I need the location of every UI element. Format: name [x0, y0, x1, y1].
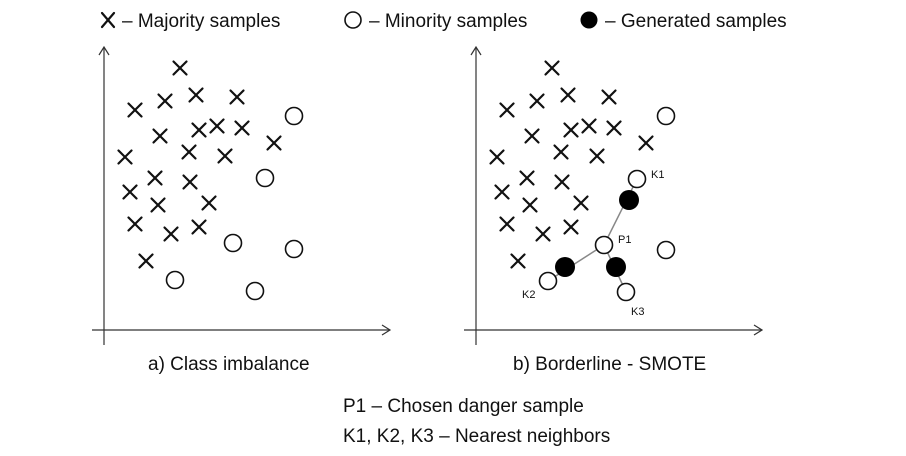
- minority-sample-k3: [616, 282, 636, 302]
- minority-sample-k2: [538, 271, 558, 291]
- minority-sample: [656, 240, 676, 260]
- panel-a-majority-samples: [117, 60, 282, 269]
- majority-sample: [181, 144, 197, 160]
- minority-sample: [255, 168, 275, 188]
- minority-sample: [245, 281, 265, 301]
- majority-sample: [163, 226, 179, 242]
- legend-generated-label: – Generated samples: [605, 11, 787, 32]
- majority-sample: [489, 149, 505, 165]
- minority-sample: [284, 239, 304, 259]
- majority-sample: [152, 128, 168, 144]
- majority-sample: [581, 118, 597, 134]
- legend: – Majority samples – Minority samples – …: [100, 11, 787, 32]
- majority-sample: [494, 184, 510, 200]
- majority-sample: [234, 120, 250, 136]
- panel-a-minority-samples: [165, 106, 304, 301]
- point-label-k1: K1: [651, 169, 664, 181]
- majority-sample: [188, 87, 204, 103]
- majority-sample: [147, 170, 163, 186]
- minority-sample: [656, 106, 676, 126]
- minority-sample: [284, 106, 304, 126]
- panel-b-majority-samples: [489, 60, 654, 269]
- majority-sample: [499, 216, 515, 232]
- majority-sample: [529, 93, 545, 109]
- majority-sample: [535, 226, 551, 242]
- majority-sample: [519, 170, 535, 186]
- majority-sample: [201, 195, 217, 211]
- majority-sample: [553, 144, 569, 160]
- majority-sample: [638, 135, 654, 151]
- generated-sample: [555, 257, 575, 277]
- majority-sample: [563, 219, 579, 235]
- generated-dot-icon: [580, 11, 598, 29]
- point-label-k3: K3: [631, 306, 644, 318]
- majority-sample: [524, 128, 540, 144]
- majority-sample: [560, 87, 576, 103]
- panel-b: K1 P1 K2 K3 b) Borderline - SMOTE: [464, 45, 764, 375]
- minority-circle-icon: [344, 11, 362, 29]
- majority-sample: [191, 122, 207, 138]
- minority-sample-k1: [627, 169, 647, 189]
- note-p1: P1 – Chosen danger sample: [343, 396, 584, 417]
- panel-b-caption: b) Borderline - SMOTE: [513, 354, 706, 375]
- majority-sample: [209, 118, 225, 134]
- majority-sample: [172, 60, 188, 76]
- connector-p1-k2: [547, 244, 605, 282]
- majority-sample: [229, 89, 245, 105]
- panel-b-minority-samples: [538, 106, 676, 302]
- point-label-p1: P1: [618, 234, 631, 246]
- majority-sample: [191, 219, 207, 235]
- majority-sample: [122, 184, 138, 200]
- majority-sample: [573, 195, 589, 211]
- minority-sample-p1: [594, 235, 614, 255]
- generated-sample: [606, 257, 626, 277]
- note-neighbors: K1, K2, K3 – Nearest neighbors: [343, 426, 610, 447]
- generated-sample: [619, 190, 639, 210]
- legend-majority-label: – Majority samples: [122, 11, 280, 32]
- majority-sample: [589, 148, 605, 164]
- minority-sample: [165, 270, 185, 290]
- majority-sample: [510, 253, 526, 269]
- generated-samples: [555, 190, 639, 277]
- majority-sample: [601, 89, 617, 105]
- panel-a: a) Class imbalance: [92, 45, 392, 375]
- majority-sample: [150, 197, 166, 213]
- majority-sample: [157, 93, 173, 109]
- majority-sample: [138, 253, 154, 269]
- panel-a-axes: [92, 45, 392, 345]
- majority-sample: [606, 120, 622, 136]
- majority-sample: [522, 197, 538, 213]
- majority-sample: [182, 174, 198, 190]
- legend-minority-label: – Minority samples: [369, 11, 527, 32]
- majority-sample: [266, 135, 282, 151]
- majority-cross-icon: [100, 11, 116, 29]
- majority-sample: [499, 102, 515, 118]
- panel-b-axes: [464, 45, 764, 345]
- majority-sample: [554, 174, 570, 190]
- panel-a-caption: a) Class imbalance: [148, 354, 310, 375]
- point-label-k2: K2: [522, 289, 535, 301]
- majority-sample: [117, 149, 133, 165]
- majority-sample: [127, 102, 143, 118]
- majority-sample: [563, 122, 579, 138]
- majority-sample: [127, 216, 143, 232]
- majority-sample: [544, 60, 560, 76]
- connector-p1-k1: [603, 178, 638, 246]
- minority-sample: [223, 233, 243, 253]
- majority-sample: [217, 148, 233, 164]
